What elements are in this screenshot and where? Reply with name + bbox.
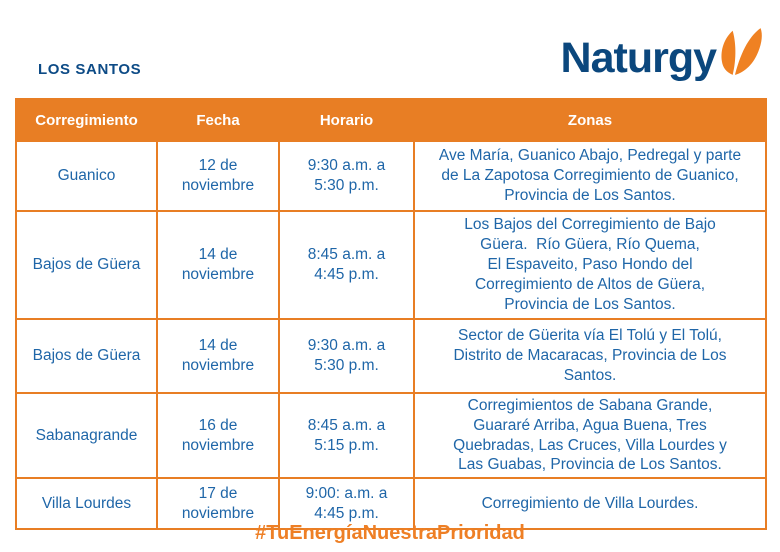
cell-fecha: 16 de noviembre [156, 391, 280, 480]
butterfly-icon [721, 28, 762, 75]
cell-fecha: 14 de noviembre [156, 318, 280, 394]
cell-fecha: 14 de noviembre [156, 210, 280, 320]
cell-corregimiento: Villa Lourdes [15, 477, 158, 531]
region-title: LOS SANTOS [38, 61, 142, 78]
cell-horario: 9:30 a.m. a 5:30 p.m. [278, 318, 415, 394]
cell-zonas: Corregimientos de Sabana Grande, Guararé… [413, 391, 767, 480]
cell-zonas: Los Bajos del Corregimiento de Bajo Güer… [413, 210, 767, 320]
naturgy-wordmark: Naturgy [560, 34, 717, 82]
header-row: Corregimiento Fecha Horario Zonas [15, 98, 767, 142]
naturgy-logo: Naturgy [561, 26, 766, 86]
outage-schedule-table: Corregimiento Fecha Horario Zonas Guanic… [15, 98, 767, 531]
cell-corregimiento: Bajos de Güera [15, 210, 158, 320]
cell-corregimiento: Guanico [15, 140, 158, 212]
header-fecha: Fecha [156, 98, 280, 142]
cell-corregimiento: Bajos de Güera [15, 318, 158, 394]
cell-fecha: 12 de noviembre [156, 140, 280, 212]
cell-zonas: Ave María, Guanico Abajo, Pedregal y par… [413, 140, 767, 212]
table-row: Bajos de Güera 14 de noviembre 8:45 a.m.… [15, 210, 767, 320]
cell-horario: 9:00: a.m. a 4:45 p.m. [278, 477, 415, 531]
cell-horario: 9:30 a.m. a 5:30 p.m. [278, 140, 415, 212]
table-header: Corregimiento Fecha Horario Zonas [15, 98, 767, 142]
cell-zonas: Corregimiento de Villa Lourdes. [413, 477, 767, 531]
campaign-hashtag: #TuEnergíaNuestraPrioridad [255, 522, 525, 544]
table-row: Sabanagrande 16 de noviembre 8:45 a.m. a… [15, 391, 767, 480]
cell-zonas: Sector de Güerita vía El Tolú y El Tolú,… [413, 318, 767, 394]
header-zonas: Zonas [413, 98, 767, 142]
header-corregimiento: Corregimiento [15, 98, 158, 142]
cell-horario: 8:45 a.m. a 4:45 p.m. [278, 210, 415, 320]
table-row: Bajos de Güera 14 de noviembre 9:30 a.m.… [15, 318, 767, 394]
table-row: Guanico 12 de noviembre 9:30 a.m. a 5:30… [15, 140, 767, 212]
cell-horario: 8:45 a.m. a 5:15 p.m. [278, 391, 415, 480]
header-horario: Horario [278, 98, 415, 142]
table-row: Villa Lourdes 17 de noviembre 9:00: a.m.… [15, 477, 767, 531]
cell-corregimiento: Sabanagrande [15, 391, 158, 480]
cell-fecha: 17 de noviembre [156, 477, 280, 531]
